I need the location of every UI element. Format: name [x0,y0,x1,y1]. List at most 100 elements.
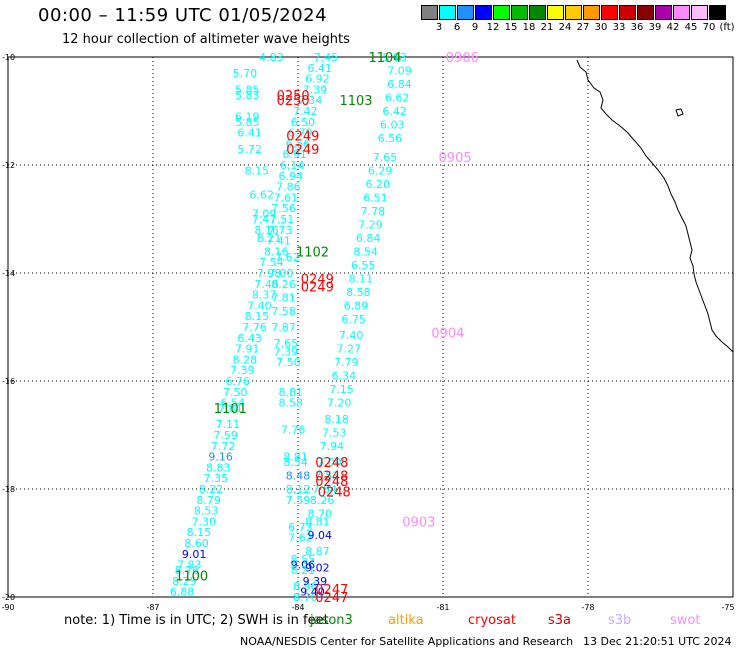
wave-height-value: 8.70 [308,507,333,520]
pass-time-label: 0247 [315,591,348,606]
scale-label: 30 [594,22,608,33]
wave-height-value: 6.94 [279,170,304,183]
scale-label: 21 [540,22,554,33]
wave-height-value: 6.19 [235,110,260,123]
scale-label: 45 [684,22,698,33]
wave-height-value: 6.91 [282,148,307,161]
pass-time-label: 0904 [431,326,464,341]
wave-height-value: 7.29 [358,218,383,231]
wave-height-value: 6.92 [305,73,330,86]
map-subtitle: 12 hour collection of altimeter wave hei… [62,32,350,47]
wave-height-value: 7.41 [266,235,291,248]
axis-labels: -10 -12 -14 -16 -18 -20-90 -87 -84 -81 -78 -75 [1,53,734,612]
wave-height-value: 7.50 [223,386,248,399]
coastline [576,59,734,353]
scale-label: 33 [612,22,626,33]
wave-height-value: 6.03 [380,119,405,132]
wave-height-value: 6.42 [382,105,407,118]
wave-height-value: 7.83 [177,559,202,572]
scale-swatch [439,5,456,20]
lat-tick-label: -14 [2,269,15,278]
wave-height-value: 7.50 [276,356,301,369]
wave-height-value: 7.56 [271,202,296,215]
wave-height-value: 6.56 [286,137,311,150]
wave-height-value: 9.16 [208,451,233,464]
wave-height-value: 7.45 [314,51,339,64]
wave-height-value: 8.37 [252,289,277,302]
island-shape [675,108,684,117]
wave-height-value: 8.53 [194,505,219,518]
lat-tick-label: -12 [2,161,15,170]
wave-height-value: 7.81 [271,291,296,304]
wave-height-value: 7.79 [334,356,359,369]
wave-height-value: 8.55 [291,553,316,566]
wave-height-value: 8.28 [233,353,258,366]
wave-height-value: 7.62 [275,251,300,264]
wave-height-value: 7.40 [247,299,272,312]
wave-height-value: 9.04 [308,529,333,542]
pass-time-label: 1100 [175,569,208,584]
wave-height-value: 8.26 [271,278,296,291]
wave-height-value: 7.09 [252,208,277,221]
credit-text: NOAA/NESDIS Center for Satellite Applica… [240,635,574,648]
wave-height-value: 5.83 [382,51,407,64]
scale-label: 15 [504,22,518,33]
wave-height-value: 7.54 [259,256,284,269]
pass-time-label: 0249 [301,272,334,287]
wave-height-value: 7.35 [204,472,229,485]
wave-height-value: 7.59 [213,429,238,442]
pass-time-label: 0250 [277,94,310,109]
wave-height-value: 9.02 [305,561,330,574]
wave-height-value: 5.85 [235,83,260,96]
wave-height-value: 7.53 [315,470,340,483]
wave-height-value: 6.50 [291,116,316,129]
wave-height-value: 8.25 [172,575,197,588]
scale-label: 36 [630,22,644,33]
scale-swatch [583,5,600,20]
lat-tick-label: -20 [2,593,15,602]
wave-height-value: 8.81 [279,386,304,399]
wave-height-value: 7.51 [270,213,295,226]
scale-label: 27 [576,22,590,33]
scale-swatch [511,5,528,20]
wave-height-value: 6.88 [170,586,195,599]
timestamp-text: 13 Dec 21:20:51 UTC 2024 [583,635,732,648]
wave-height-value: 7.42 [293,105,318,118]
wave-height-value: 7.11 [216,418,241,431]
wave-height-value: 7.91 [235,343,260,356]
satellite-legend: jason3 altika cryosat s3a s3b swot [0,613,740,631]
wave-height-value: 7.73 [268,224,293,237]
lat-tick-label: -18 [2,485,15,494]
scale-swatch [475,5,492,20]
wave-height-value: 8.15 [187,526,212,539]
pass-time-label: 0248 [318,486,351,501]
track-labels-layer: 1104 1103 1102 1101 1100 0906 0905 0904 0903 0250… [175,51,479,606]
wave-height-value: 8.12 [286,483,311,496]
wave-height-value: 7.62 [288,532,313,545]
pass-time-label: 1103 [339,94,372,109]
wave-height-value: 6.51 [363,191,388,204]
wave-height-value: 8.76 [175,564,200,577]
scale-swatch [529,5,546,20]
wave-height-value: 7.78 [361,205,386,218]
wave-height-value: 5.85 [235,116,260,129]
lon-tick-label: -87 [146,603,159,612]
wave-height-value: 7.86 [276,181,301,194]
wave-height-value: 9.06 [291,559,316,572]
pass-time-label: 1102 [296,245,329,260]
wave-height-value: 8.54 [283,456,308,469]
wave-height-value: 7.81 [218,402,243,415]
note-text: note: 1) Time is in UTC; 2) SWH is in fe… [64,613,329,628]
lon-tick-label: -78 [581,603,594,612]
scale-swatch [709,5,726,20]
wave-height-value: 8.81 [305,515,330,528]
wave-height-value: 7.76 [242,321,267,334]
pass-time-label: 1104 [368,51,401,66]
scale-swatch [493,5,510,20]
wave-height-value: 8.11 [349,272,374,285]
lon-tick-label: -84 [291,603,304,612]
pass-time-label: 0247 [315,583,348,598]
pass-time-label: 0903 [402,515,435,530]
pass-time-label: 1101 [214,402,247,417]
